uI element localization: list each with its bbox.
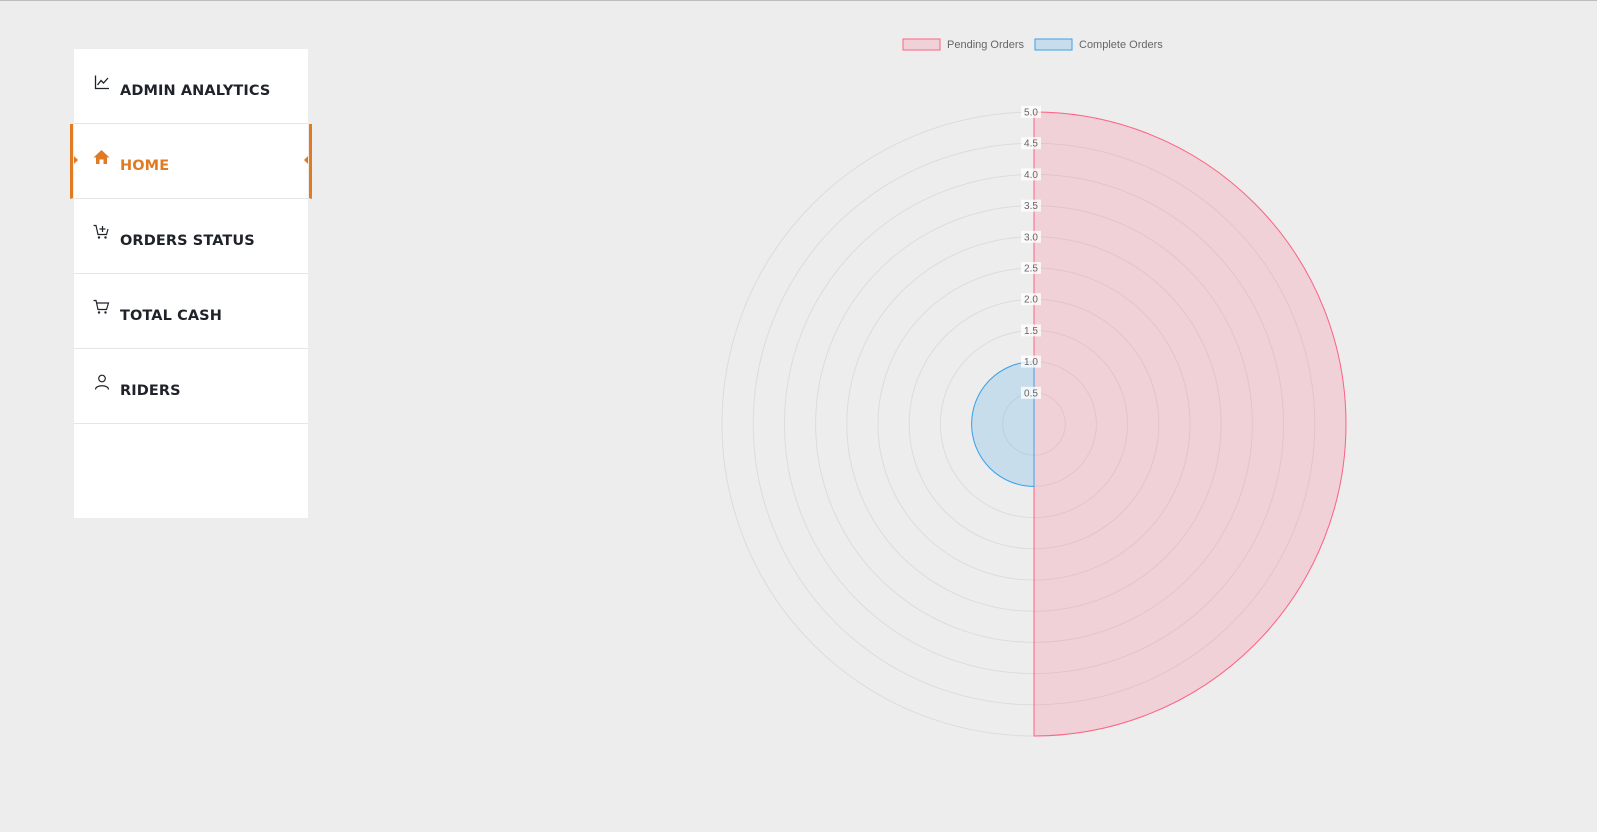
sidebar-item-label: ADMIN ANALYTICS [120,83,271,99]
tick-label: 2.0 [1024,295,1038,306]
sidebar-item-label: TOTAL CASH [120,308,222,324]
tick-label: 4.5 [1024,139,1038,150]
tick-label-backdrop [1021,106,1041,118]
slice-pending-orders[interactable] [1033,111,1347,737]
chart-legend[interactable]: Pending Orders Complete Orders [902,38,1163,51]
tick-label: 1.0 [1024,357,1038,368]
sidebar-item-label: HOME [120,158,170,174]
tick-label-backdrop [1021,199,1041,212]
tick-label-backdrop [1021,386,1041,399]
sidebar-item-total-cash[interactable]: TOTAL CASH [74,274,308,349]
top-divider [0,0,1597,1]
tick-label-backdrop [1021,137,1041,150]
tick-label: 3.0 [1024,232,1038,243]
chart-line-icon [93,74,110,91]
user-icon [93,374,110,391]
sidebar-item-admin-analytics[interactable]: ADMIN ANALYTICS [74,49,308,124]
tick-label-backdrop [1021,168,1041,181]
sidebar-item-label: ORDERS STATUS [120,233,255,249]
active-indicator-left [74,156,78,164]
legend-label: Complete Orders [1079,39,1163,51]
legend-item-complete-orders[interactable]: Complete Orders [1034,38,1163,51]
tick-label: 5.0 [1024,108,1038,119]
tick-label-backdrop [1021,262,1041,274]
tick-label: 3.5 [1024,201,1038,212]
active-indicator-right [304,156,308,164]
tick-label: 2.5 [1024,264,1038,275]
sidebar: ADMIN ANALYTICS HOME ORDERS STATUS [70,49,312,518]
cart-plus-icon [93,224,110,241]
tick-label-backdrop [1021,324,1041,337]
legend-swatch [902,38,941,51]
chart-tick-labels: 0.5 1.0 1.5 2.0 2.5 3.0 3.5 4.0 4.5 5.0 [1021,106,1041,399]
legend-label: Pending Orders [947,39,1025,51]
home-icon [93,149,110,166]
tick-label: 4.0 [1024,170,1038,181]
chart-slices [971,111,1347,737]
sidebar-item-label: RIDERS [120,383,181,399]
legend-swatch [1034,38,1073,51]
tick-label-backdrop [1021,230,1041,243]
slice-complete-orders[interactable] [971,361,1035,487]
tick-label: 0.5 [1024,388,1038,399]
sidebar-item-orders-status[interactable]: ORDERS STATUS [74,199,308,274]
legend-item-pending-orders[interactable]: Pending Orders [902,38,1025,51]
cart-icon [93,299,110,316]
sidebar-item-riders[interactable]: RIDERS [74,349,308,424]
sidebar-item-home[interactable]: HOME [70,124,312,199]
tick-label: 1.5 [1024,326,1038,337]
tick-label-backdrop [1021,293,1041,306]
tick-label-backdrop [1021,355,1041,368]
